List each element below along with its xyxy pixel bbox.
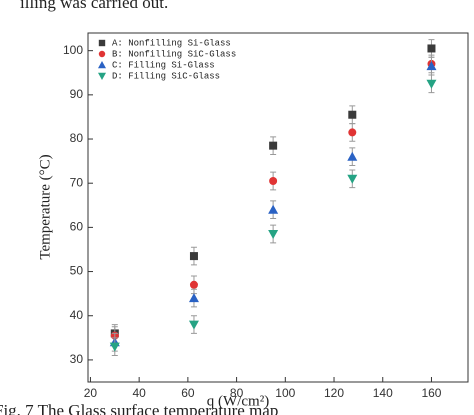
y-tick-label: 100 <box>63 43 83 57</box>
legend-marker <box>98 39 106 47</box>
x-tick-label: 80 <box>230 386 244 400</box>
point <box>109 342 120 352</box>
x-tick-label: 20 <box>84 386 98 400</box>
x-tick-label: 60 <box>181 386 195 400</box>
y-tick-label: 50 <box>70 264 84 278</box>
point <box>347 174 358 184</box>
point <box>268 230 279 240</box>
y-tick-label: 40 <box>70 308 84 322</box>
point <box>348 110 357 119</box>
figure-caption: Fig. 7 The Glass surface temperature map <box>0 401 278 415</box>
point <box>188 293 199 303</box>
legend-label: D: Filling SiC-Glass <box>112 71 220 81</box>
point <box>269 141 278 150</box>
y-axis-label: Temperature (°C) <box>37 154 53 259</box>
plot-frame <box>87 32 469 383</box>
legend-marker <box>98 50 106 58</box>
legend-marker <box>98 61 106 69</box>
x-tick-label: 140 <box>373 386 393 400</box>
x-tick-label: 40 <box>132 386 146 400</box>
legend-label: B: Nonfilling SiC-Glass <box>112 49 236 59</box>
x-axis-label: q (W/cm²) <box>207 393 269 409</box>
point <box>426 61 437 71</box>
point <box>189 280 198 289</box>
point <box>347 151 358 161</box>
x-tick-label: 100 <box>275 386 295 400</box>
point <box>268 204 279 214</box>
legend-marker <box>98 72 106 80</box>
point <box>348 128 357 137</box>
y-tick-label: 70 <box>70 175 84 189</box>
point <box>269 176 278 185</box>
y-tick-label: 30 <box>70 352 84 366</box>
legend-label: A: Nonfilling Si-Glass <box>112 38 231 48</box>
y-tick-label: 60 <box>70 220 84 234</box>
legend-label: C: Filling Si-Glass <box>112 60 215 70</box>
point <box>188 320 199 330</box>
y-tick-label: 80 <box>70 131 84 145</box>
point <box>426 79 437 89</box>
point <box>427 44 436 53</box>
x-tick-label: 120 <box>324 386 344 400</box>
y-tick-label: 90 <box>70 87 84 101</box>
x-tick-label: 160 <box>421 386 441 400</box>
point <box>189 252 198 261</box>
page-text: illing was carried out. <box>20 0 168 12</box>
